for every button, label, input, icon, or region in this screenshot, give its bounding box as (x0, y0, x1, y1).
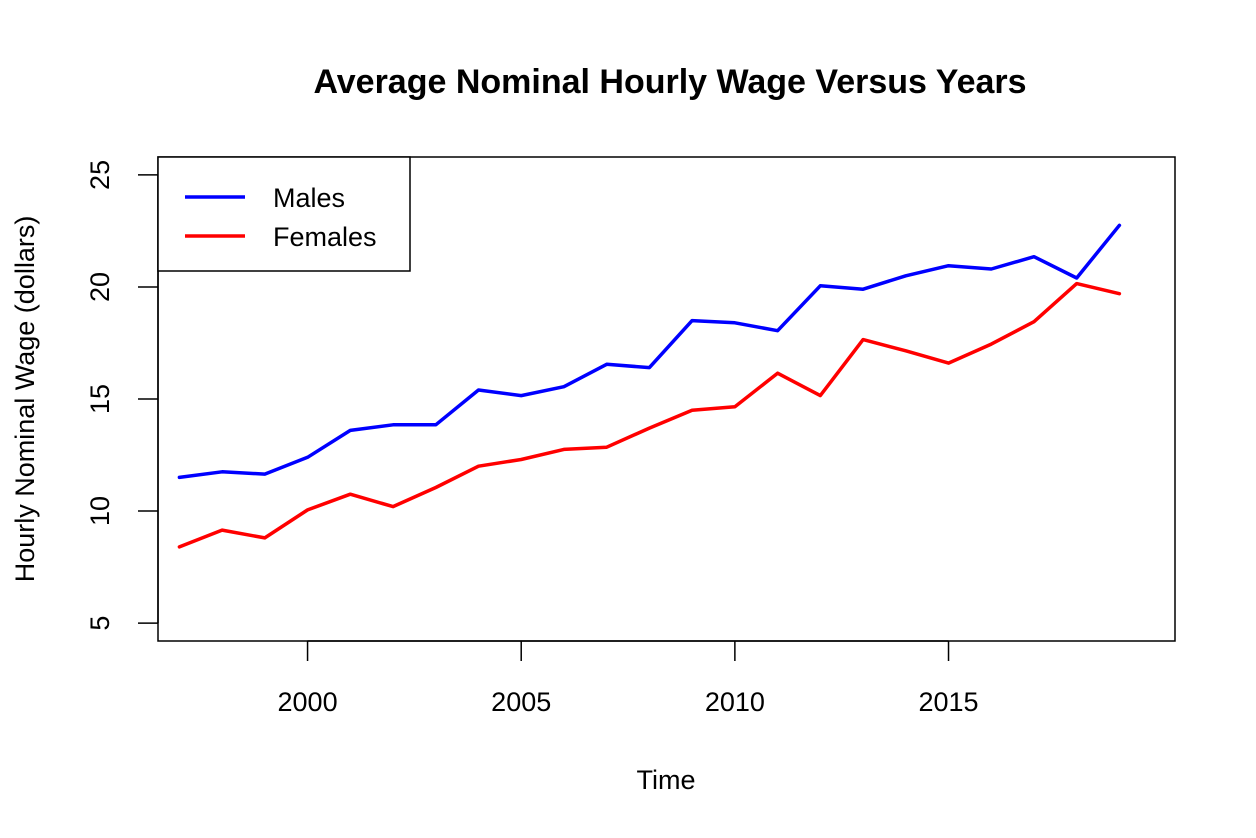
chart-title: Average Nominal Hourly Wage Versus Years (313, 63, 1026, 101)
y-tick-label: 25 (85, 160, 115, 190)
x-tick-label: 2000 (278, 687, 338, 717)
x-axis-label: Time (637, 765, 696, 795)
series-line-females (177, 281, 1122, 549)
legend: Males Females (157, 156, 411, 272)
x-axis: 2000 2005 2010 2015 (278, 640, 979, 717)
series-line-males (177, 223, 1122, 480)
y-tick-label: 20 (85, 272, 115, 302)
y-tick-label: 5 (85, 616, 115, 631)
legend-label-females: Females (273, 222, 377, 252)
y-axis: 5 10 15 20 25 (85, 160, 159, 631)
y-axis-label: Hourly Nominal Wage (dollars) (10, 216, 40, 583)
y-tick-label: 10 (85, 496, 115, 526)
series-layer (177, 223, 1122, 549)
y-tick-label: 15 (85, 384, 115, 414)
x-tick-label: 2015 (918, 687, 978, 717)
x-tick-label: 2005 (491, 687, 551, 717)
legend-label-males: Males (273, 183, 345, 213)
legend-box (157, 156, 411, 272)
x-tick-label: 2010 (705, 687, 765, 717)
